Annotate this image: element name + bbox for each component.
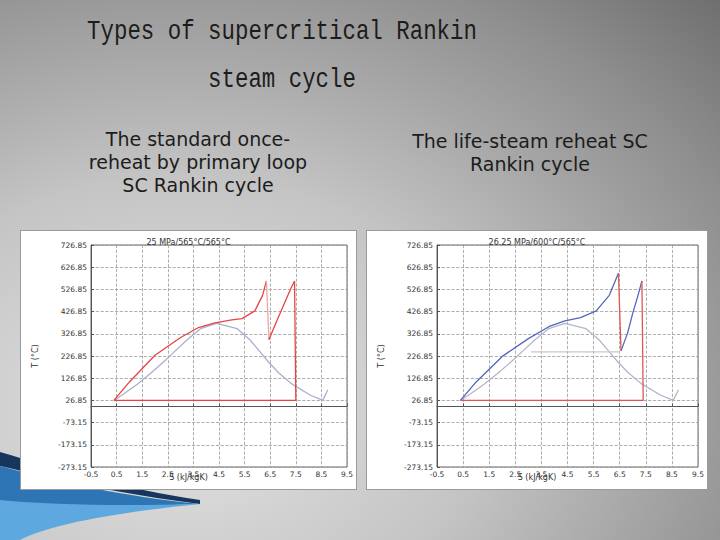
- svg-text:-73.15: -73.15: [409, 418, 433, 427]
- svg-text:9.5: 9.5: [692, 470, 704, 479]
- svg-text:9.5: 9.5: [341, 470, 353, 479]
- svg-text:7.5: 7.5: [290, 470, 302, 479]
- svg-text:5.5: 5.5: [239, 470, 251, 479]
- svg-text:0.5: 0.5: [111, 470, 123, 479]
- svg-text:7.5: 7.5: [640, 470, 652, 479]
- svg-text:26.85: 26.85: [412, 396, 434, 405]
- svg-text:0.5: 0.5: [457, 470, 469, 479]
- svg-text:8.5: 8.5: [315, 470, 327, 479]
- svg-text:4.5: 4.5: [562, 470, 574, 479]
- svg-text:T (°C): T (°C): [377, 344, 386, 368]
- svg-text:426.85: 426.85: [407, 307, 433, 316]
- svg-text:-0.5: -0.5: [84, 470, 99, 479]
- svg-text:726.85: 726.85: [61, 241, 87, 250]
- svg-text:-273.15: -273.15: [58, 462, 87, 472]
- svg-text:6.5: 6.5: [614, 470, 626, 479]
- html-text:Types of supercritical Rankin: Types of supercritical Rankin: [87, 16, 477, 47]
- svg-text:T (°C): T (°C): [31, 344, 40, 368]
- html-text:reheat by primary loop: reheat by primary loop: [88, 151, 308, 173]
- svg-text:126.85: 126.85: [61, 374, 87, 383]
- svg-text:526.85: 526.85: [407, 285, 433, 294]
- svg-text:S (kJ/kgK): S (kJ/kgK): [518, 473, 557, 482]
- svg-text:326.85: 326.85: [61, 329, 87, 338]
- svg-text:626.85: 626.85: [61, 263, 87, 272]
- html-text:SC Rankin cycle: SC Rankin cycle: [122, 174, 274, 196]
- svg-text:126.85: 126.85: [407, 374, 433, 383]
- svg-text:226.85: 226.85: [407, 352, 433, 361]
- svg-text:526.85: 526.85: [61, 285, 87, 294]
- svg-text:-173.15: -173.15: [404, 440, 433, 449]
- html-text:Rankin cycle: Rankin cycle: [470, 153, 590, 175]
- svg-text:8.5: 8.5: [666, 470, 678, 479]
- svg-text:2.5: 2.5: [509, 469, 522, 479]
- svg-text:226.85: 226.85: [61, 352, 87, 361]
- svg-text:6.5: 6.5: [264, 470, 276, 479]
- svg-text:426.85: 426.85: [61, 307, 87, 316]
- svg-text:25 MPa/565°C/565°C: 25 MPa/565°C/565°C: [146, 238, 231, 247]
- svg-text:-173.15: -173.15: [58, 440, 87, 449]
- svg-text:S (kJ/kgK): S (kJ/kgK): [169, 473, 208, 482]
- svg-text:26.85: 26.85: [66, 396, 88, 405]
- svg-text:-73.15: -73.15: [63, 418, 87, 427]
- svg-text:1.5: 1.5: [483, 470, 495, 479]
- html-text:The standard once-: The standard once-: [105, 128, 291, 150]
- svg-text:26.25 MPa/600°C/565°C: 26.25 MPa/600°C/565°C: [489, 238, 586, 247]
- svg-text:326.85: 326.85: [407, 329, 433, 338]
- svg-text:626.85: 626.85: [407, 263, 433, 272]
- svg-text:726.85: 726.85: [407, 241, 433, 250]
- html-text:steam cycle: steam cycle: [208, 64, 356, 95]
- svg-text:5.5: 5.5: [588, 470, 600, 479]
- html-text:The life-steam reheat SC: The life-steam reheat SC: [412, 130, 648, 152]
- svg-text:1.5: 1.5: [136, 470, 148, 479]
- svg-text:4.5: 4.5: [213, 470, 225, 479]
- svg-text:-273.15: -273.15: [404, 462, 433, 472]
- svg-text:-0.5: -0.5: [430, 470, 445, 479]
- svg-text:2.5: 2.5: [161, 469, 174, 479]
